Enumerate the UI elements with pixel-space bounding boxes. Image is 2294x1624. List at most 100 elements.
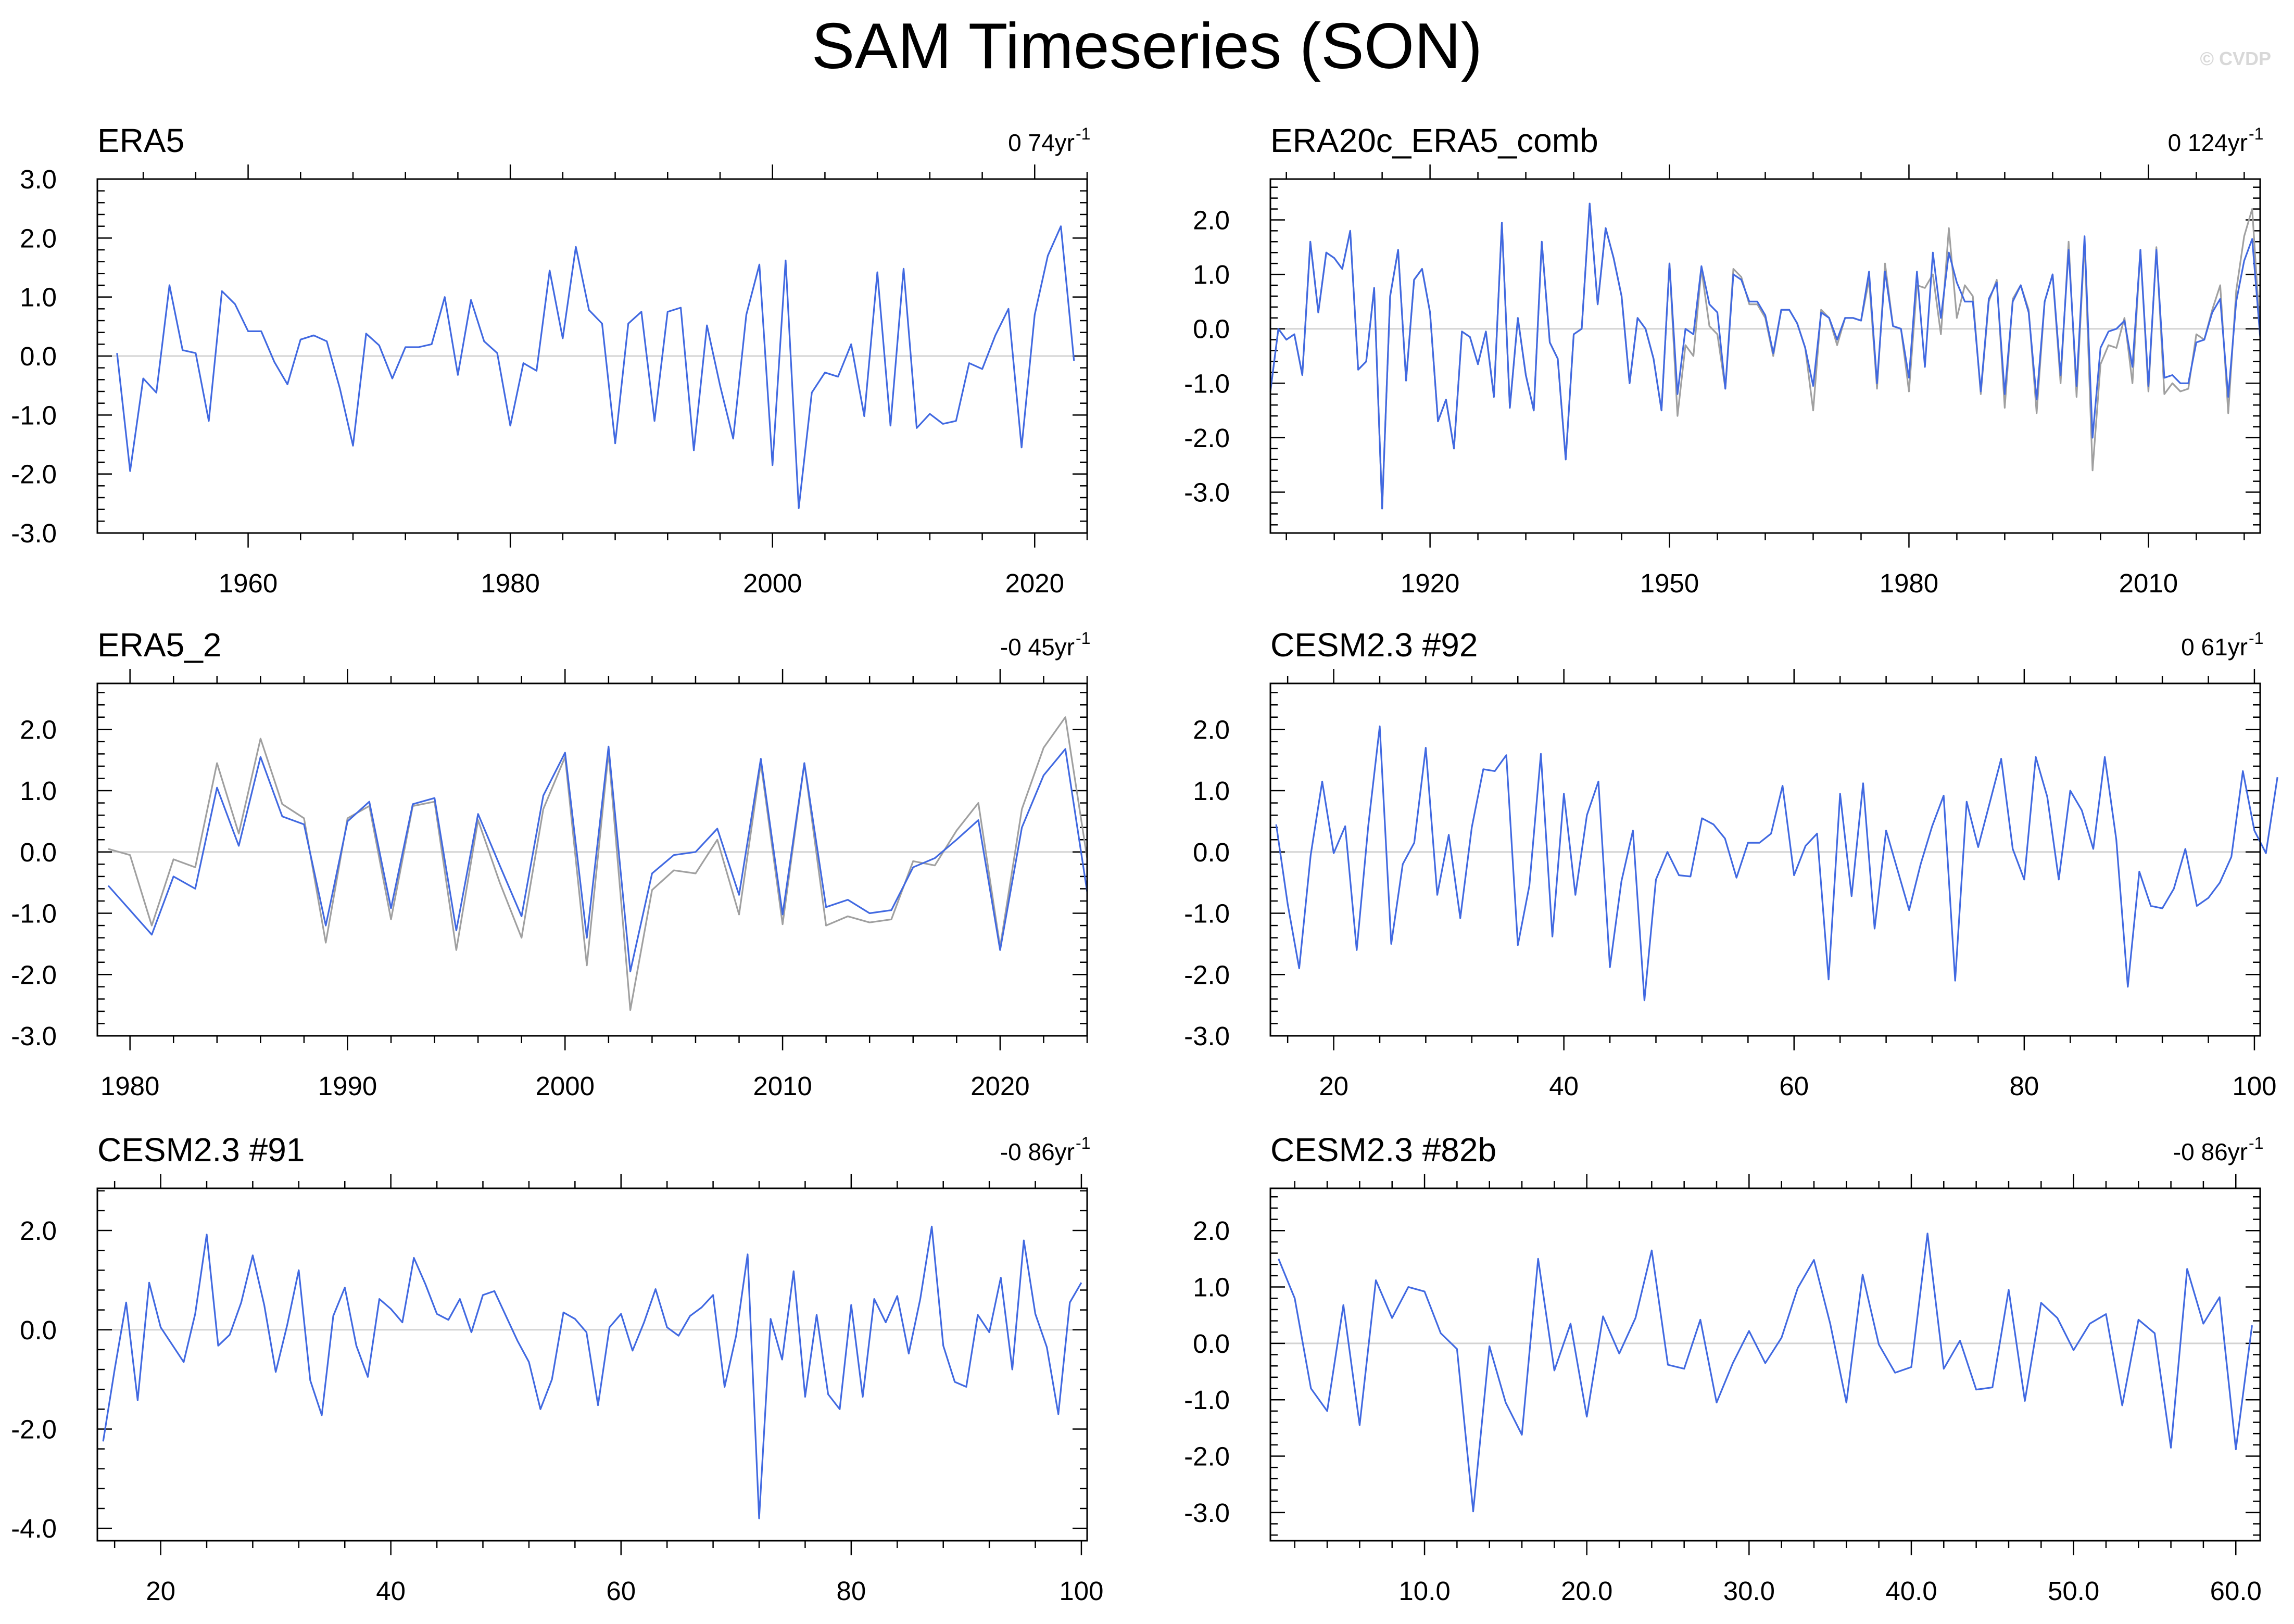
trend-unit-superscript: -1	[2249, 124, 2263, 143]
y-tick-label: -1.0	[11, 400, 57, 430]
x-tick-label: 2010	[753, 1071, 812, 1101]
x-tick-label: 1980	[1880, 568, 1938, 598]
x-tick-label: 1950	[1640, 568, 1699, 598]
y-tick-label: -2.0	[1184, 960, 1230, 989]
y-tick-label: 0.0	[1193, 314, 1230, 344]
x-tick-label: 1920	[1401, 568, 1459, 598]
trend-unit-superscript: -1	[2249, 1134, 2263, 1152]
series-line-1	[1269, 202, 2261, 510]
chart-panel-3: ERA5_2 -0 45yr -1 2.0 1.0 0.0 -1.0 -2.0 -3.0 1980…	[11, 626, 1090, 1101]
plot-frame	[1269, 178, 2261, 534]
trend-label: -0 86yr	[2173, 1138, 2248, 1165]
x-tick-label: 2020	[970, 1071, 1029, 1101]
y-tick-label: 2.0	[20, 223, 57, 253]
series-line-1	[108, 716, 1088, 1011]
x-tick-label: 20	[1319, 1071, 1348, 1101]
trend-unit-superscript: -1	[2249, 629, 2263, 648]
x-tick-label: 20	[146, 1576, 175, 1606]
y-tick-label: 1.0	[20, 776, 57, 806]
trend-unit-superscript: -1	[1076, 1134, 1090, 1152]
y-tick-label: 3.0	[20, 164, 57, 194]
trend-label: -0 86yr	[1000, 1138, 1075, 1165]
series-line-1	[102, 1225, 1082, 1519]
y-tick-label: -3.0	[1184, 1498, 1230, 1528]
plot-frame	[1269, 682, 2261, 1037]
y-tick-label: 2.0	[1193, 205, 1230, 235]
y-tick-label: -1.0	[1184, 1385, 1230, 1415]
x-tick-label: 2020	[1005, 568, 1064, 598]
x-tick-label: 10.0	[1398, 1576, 1450, 1606]
watermark: © CVDP	[2200, 48, 2271, 69]
trend-label: 0 74yr	[1008, 129, 1075, 156]
chart-panel-1: ERA5 0 74yr -1 3.0 2.0 1.0 0.0 -1.0 -2.0 -3.0 1960…	[11, 122, 1090, 598]
series-line-1	[116, 225, 1075, 510]
x-tick-label: 80	[2009, 1071, 2039, 1101]
y-tick-label: 1.0	[20, 283, 57, 312]
y-tick-label: 1.0	[1193, 1273, 1230, 1302]
x-tick-label: 1990	[318, 1071, 377, 1101]
y-tick-label: 1.0	[1193, 776, 1230, 806]
y-tick-label: -2.0	[1184, 1442, 1230, 1471]
x-tick-label: 2010	[2119, 568, 2178, 598]
panel-title: CESM2.3 #82b	[1270, 1131, 1496, 1169]
x-tick-label: 1960	[219, 568, 278, 598]
y-tick-label: 2.0	[1193, 715, 1230, 744]
x-tick-label: 50.0	[2048, 1576, 2099, 1606]
y-tick-label: -2.0	[11, 460, 57, 489]
y-tick-label: 2.0	[20, 1216, 57, 1246]
y-tick-label: 0.0	[1193, 838, 1230, 867]
x-tick-label: 100	[2232, 1071, 2276, 1101]
y-tick-label: 0.0	[20, 341, 57, 371]
panel-title: CESM2.3 #92	[1270, 626, 1478, 664]
trend-unit-superscript: -1	[1076, 629, 1090, 648]
panel-title: ERA5	[97, 122, 184, 159]
plot-frame	[96, 178, 1088, 534]
x-tick-label: 20.0	[1561, 1576, 1612, 1606]
y-tick-label: -2.0	[11, 960, 57, 989]
y-tick-label: -2.0	[11, 1414, 57, 1444]
x-tick-label: 1980	[481, 568, 539, 598]
series-line-1	[1275, 725, 2278, 1001]
trend-label: 0 61yr	[2181, 633, 2248, 661]
chart-panel-2: ERA20c_ERA5_comb 0 124yr -1 2.0 1.0 0.0 -1.0 -2…	[1184, 122, 2263, 598]
x-tick-label: 40	[376, 1576, 406, 1606]
y-tick-label: -2.0	[1184, 423, 1230, 453]
y-tick-label: -1.0	[1184, 369, 1230, 398]
y-tick-label: 0.0	[20, 838, 57, 867]
x-tick-label: 60.0	[2210, 1576, 2262, 1606]
trend-label: -0 45yr	[1000, 633, 1075, 661]
y-tick-label: -3.0	[1184, 478, 1230, 508]
plot-frame	[96, 682, 1088, 1037]
plot-frame	[96, 1187, 1088, 1542]
y-tick-label: 2.0	[20, 715, 57, 744]
y-tick-label: 0.0	[20, 1315, 57, 1345]
page-title: SAM Timeseries (SON)	[811, 10, 1483, 82]
y-tick-label: -1.0	[1184, 899, 1230, 929]
y-tick-label: -3.0	[1184, 1021, 1230, 1051]
x-tick-label: 1980	[100, 1071, 159, 1101]
plot-frame	[1269, 1187, 2261, 1542]
trend-unit-superscript: -1	[1076, 124, 1090, 143]
y-tick-label: -4.0	[11, 1514, 57, 1543]
x-tick-label: 2000	[743, 568, 802, 598]
y-tick-label: 2.0	[1193, 1216, 1230, 1246]
y-tick-label: -3.0	[11, 1021, 57, 1051]
x-tick-label: 100	[1059, 1576, 1103, 1606]
x-tick-label: 60	[606, 1576, 636, 1606]
chart-panel-5: CESM2.3 #91 -0 86yr -1 2.0 0.0 -2.0 -4.0 20 40 60…	[11, 1131, 1103, 1606]
series-line-1	[1278, 1233, 2253, 1513]
x-tick-label: 30.0	[1723, 1576, 1775, 1606]
x-tick-label: 2000	[536, 1071, 595, 1101]
panel-title: CESM2.3 #91	[97, 1131, 305, 1169]
x-tick-label: 80	[836, 1576, 866, 1606]
y-tick-label: -3.0	[11, 518, 57, 548]
x-tick-label: 40.0	[1885, 1576, 1937, 1606]
panel-title: ERA20c_ERA5_comb	[1270, 122, 1598, 159]
y-tick-label: 0.0	[1193, 1329, 1230, 1359]
series-line-2	[107, 745, 1088, 973]
x-tick-label: 60	[1779, 1071, 1809, 1101]
y-tick-label: 1.0	[1193, 260, 1230, 289]
y-tick-label: -1.0	[11, 899, 57, 929]
panel-title: ERA5_2	[97, 626, 221, 664]
